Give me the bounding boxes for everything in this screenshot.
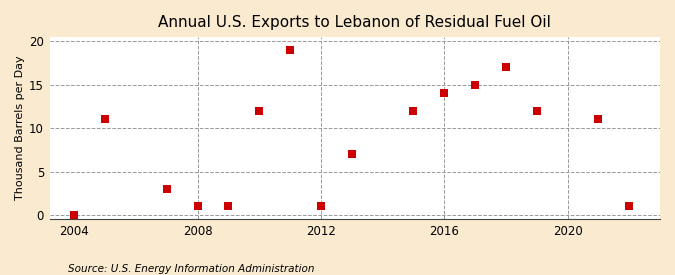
Point — [470, 82, 481, 87]
Point — [69, 213, 80, 217]
Y-axis label: Thousand Barrels per Day: Thousand Barrels per Day — [15, 56, 25, 200]
Point — [624, 204, 634, 209]
Point — [192, 204, 203, 209]
Point — [100, 117, 111, 122]
Point — [161, 187, 172, 191]
Point — [439, 91, 450, 95]
Text: Source: U.S. Energy Information Administration: Source: U.S. Energy Information Administ… — [68, 264, 314, 274]
Point — [254, 108, 265, 113]
Point — [500, 65, 511, 69]
Point — [223, 204, 234, 209]
Title: Annual U.S. Exports to Lebanon of Residual Fuel Oil: Annual U.S. Exports to Lebanon of Residu… — [159, 15, 551, 30]
Point — [531, 108, 542, 113]
Point — [285, 48, 296, 52]
Point — [315, 204, 326, 209]
Point — [346, 152, 357, 156]
Point — [593, 117, 603, 122]
Point — [408, 108, 418, 113]
